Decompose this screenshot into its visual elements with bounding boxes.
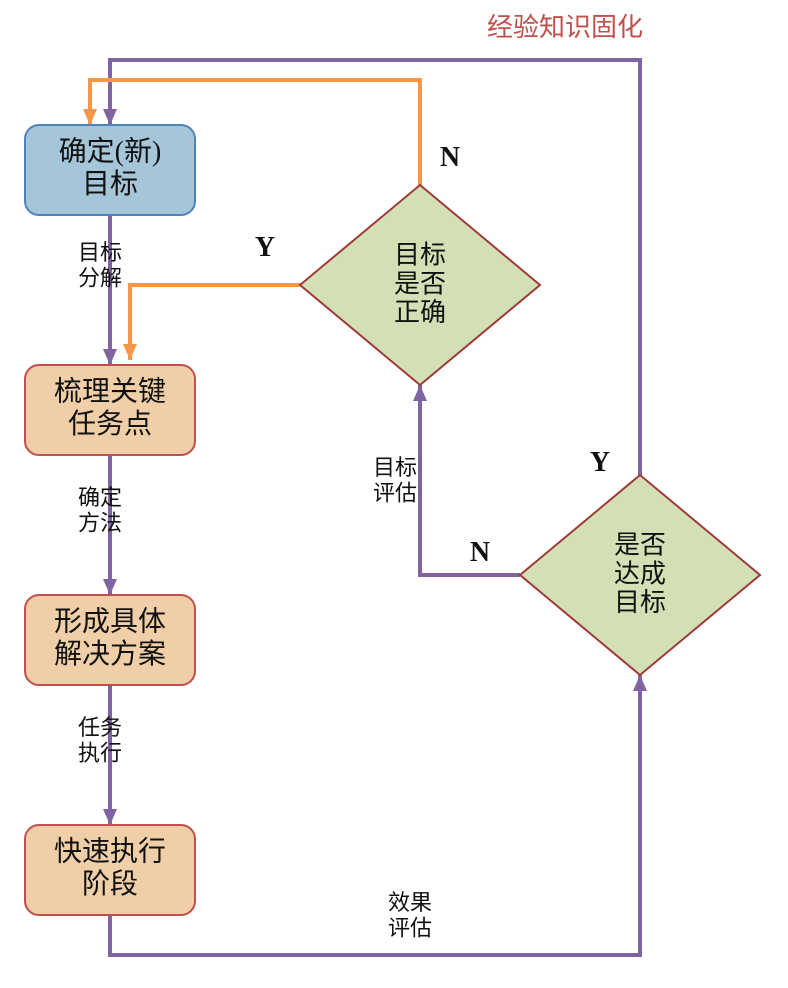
edge-label-l_goal_decompose-l2: 分解 bbox=[78, 265, 122, 290]
decision-label-d2-l1: 是否 bbox=[614, 531, 666, 560]
arrowhead-e_d1_N_n1 bbox=[83, 109, 97, 125]
arrowhead-e_n3_n4 bbox=[103, 809, 117, 825]
node-label-n4-l1: 快速执行 bbox=[54, 836, 166, 868]
edge-label-l_task_exec: 任务执行 bbox=[78, 715, 122, 765]
node-label-n1-l2: 目标 bbox=[82, 168, 138, 200]
edge-label-l_effect_eval-l2: 评估 bbox=[388, 915, 432, 940]
arrowhead-e_d2_Y_top bbox=[103, 109, 117, 125]
edge-label-l_d1_N-t: N bbox=[440, 142, 460, 173]
decision-label-d1: 目标是否正确 bbox=[394, 241, 446, 327]
edge-label-l_d2_N: N bbox=[470, 537, 490, 568]
node-label-n3-l1: 形成具体 bbox=[54, 606, 166, 638]
edge-label-l_goal_eval-l1: 目标 bbox=[373, 455, 417, 480]
node-label-n2-l2: 任务点 bbox=[68, 408, 152, 440]
edge-label-l_method: 确定方法 bbox=[78, 485, 122, 535]
arrowhead-e_n1_n2 bbox=[103, 349, 117, 365]
decision-label-d2-l3: 目标 bbox=[614, 588, 666, 617]
edge-label-l_goal_decompose: 目标分解 bbox=[78, 240, 122, 290]
arrowhead-e_d2_N_d1 bbox=[413, 385, 427, 401]
edge-e_d1_Y_n2 bbox=[130, 285, 300, 360]
edge-label-l_effect_eval: 效果评估 bbox=[388, 890, 432, 940]
edge-label-l_task_exec-l2: 执行 bbox=[78, 740, 122, 765]
decision-label-d2-l2: 达成 bbox=[614, 559, 666, 588]
edge-label-l_d2_Y: Y bbox=[590, 447, 610, 478]
edge-label-l_effect_eval-l1: 效果 bbox=[388, 890, 432, 915]
node-label-n2-l1: 梳理关键 bbox=[54, 376, 166, 408]
edge-label-l_d2_Y-t: Y bbox=[590, 447, 610, 478]
decision-label-d1-l3: 正确 bbox=[394, 298, 446, 327]
diagram-title: 经验知识固化 bbox=[487, 13, 643, 42]
edge-label-l_method-l1: 确定 bbox=[78, 485, 122, 510]
edge-label-l_goal_eval-l2: 评估 bbox=[373, 480, 417, 505]
node-label-n4-l2: 阶段 bbox=[82, 868, 138, 900]
node-label-n3-l2: 解决方案 bbox=[54, 638, 166, 670]
edge-label-l_goal_eval: 目标评估 bbox=[373, 455, 417, 505]
edge-label-l_d1_Y: Y bbox=[255, 232, 275, 263]
decision-label-d1-l1: 目标 bbox=[394, 241, 446, 270]
arrowhead-e_d1_Y_n2 bbox=[123, 344, 137, 360]
arrowhead-e_n4_d2_bottom bbox=[633, 675, 647, 691]
edge-label-l_d1_Y-t: Y bbox=[255, 232, 275, 263]
flowchart-canvas: 确定(新)目标梳理关键任务点形成具体解决方案快速执行阶段目标是否正确是否达成目标… bbox=[0, 0, 788, 988]
edge-label-l_d2_N-t: N bbox=[470, 537, 490, 568]
arrowhead-e_n2_n3 bbox=[103, 579, 117, 595]
edge-label-l_method-l2: 方法 bbox=[78, 510, 122, 535]
edge-label-l_goal_decompose-l1: 目标 bbox=[78, 240, 122, 265]
decision-label-d1-l2: 是否 bbox=[394, 269, 446, 298]
decision-label-d2: 是否达成目标 bbox=[614, 531, 666, 617]
edge-label-l_d1_N: N bbox=[440, 142, 460, 173]
edge-label-l_task_exec-l1: 任务 bbox=[78, 715, 122, 740]
node-label-n1-l1: 确定(新) bbox=[59, 136, 162, 168]
